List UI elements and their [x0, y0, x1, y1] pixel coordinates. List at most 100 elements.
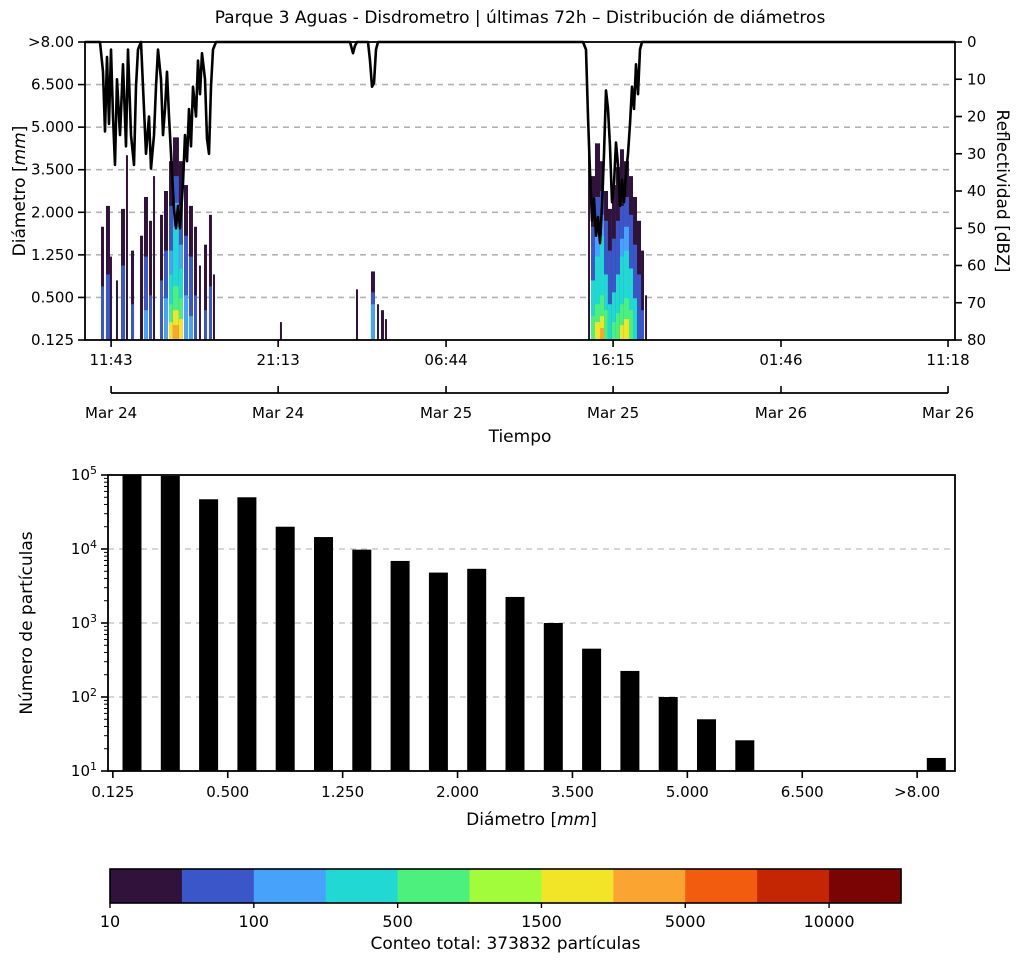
colorbar-tick-label: 500	[382, 912, 413, 931]
colorbar-segment	[469, 869, 543, 903]
heatmap-strip	[159, 280, 163, 340]
diameter-bin-tick-label: 0.125	[91, 783, 134, 801]
bar	[237, 497, 257, 771]
heatmap-strip	[637, 274, 642, 340]
heatmap-strip	[212, 274, 215, 340]
heatmap-strip	[380, 310, 384, 340]
heatmap-strip	[139, 235, 143, 340]
heatmap-strip	[594, 256, 600, 340]
heatmap-strip	[623, 319, 629, 340]
heatmap-strip	[115, 280, 118, 340]
heatmap-strip	[208, 286, 212, 340]
heatmap-strip	[194, 226, 198, 340]
heatmap-strip	[588, 152, 591, 340]
top-chart: >8.00 6.500 5.000 3.500 2.000 1.250 0.500 0.125…	[28, 33, 986, 422]
heatmap-strip	[149, 295, 153, 340]
figure-title: Parque 3 Aguas - Disdrometro | últimas 7…	[214, 8, 826, 28]
bottom-xlabel-pre: Diámetro [	[466, 810, 558, 830]
diameter-bin-tick-label: >8.00	[894, 783, 940, 801]
bar	[122, 475, 142, 771]
heatmap-strip	[623, 250, 629, 340]
diameter-tick-label: 3.500	[31, 161, 74, 179]
bar	[697, 719, 716, 771]
bottom-xlabel: Diámetro [mm]	[108, 810, 955, 830]
heatmap-strip	[629, 268, 634, 340]
bottom-xlabel-post: ]	[590, 810, 597, 830]
time-tick-label: 21:13	[257, 351, 300, 369]
heatmap-strip	[178, 319, 183, 340]
heatmap-strip	[607, 250, 612, 340]
colorbar-segment	[397, 869, 471, 903]
reflectivity-tick-label: 20	[967, 108, 986, 126]
colorbar-segment	[613, 869, 686, 903]
bar	[658, 697, 678, 771]
reflectivity-tick-label: 10	[967, 70, 986, 88]
heatmap-strip	[619, 325, 624, 340]
heatmap-strip	[356, 289, 359, 340]
bar	[926, 757, 946, 771]
reflectivity-tick-label: 0	[967, 33, 977, 51]
bar	[582, 648, 602, 771]
bottom-ylabel: Número de partículas	[17, 531, 37, 715]
colorbar-segment	[181, 869, 255, 903]
time-tick-label: 16:15	[591, 351, 634, 369]
date-tick-label: Mar 25	[587, 404, 639, 422]
heatmap-strip	[619, 304, 624, 340]
heatmap-strip	[143, 256, 148, 340]
diameter-bin-tick-label: 6.500	[781, 783, 824, 801]
bar	[314, 537, 333, 771]
heatmap-strip	[615, 274, 620, 340]
heatmap-strip	[594, 322, 600, 340]
top-plot-frame	[84, 41, 956, 341]
colorbar-segment	[541, 869, 614, 903]
diameter-bin-tick-label: 2.000	[436, 783, 479, 801]
heatmap-strip	[590, 316, 595, 340]
count-tick-label: 101	[71, 760, 97, 780]
heatmap-strip	[204, 244, 208, 340]
bar	[467, 568, 487, 771]
colorbar-tick-label: 1500	[521, 912, 562, 931]
date-tick-label: Mar 26	[922, 404, 974, 422]
heatmap-strip	[607, 304, 612, 340]
heatmap-strip	[611, 322, 616, 340]
bar	[199, 499, 219, 771]
top-ylabel-left-pre: Diámetro [	[10, 165, 30, 257]
heatmap-strip	[384, 319, 387, 340]
heatmap-strip	[125, 155, 128, 340]
heatmap-strip	[604, 274, 609, 340]
heatmap-strip	[641, 310, 645, 340]
heatmap-strip	[194, 295, 198, 340]
heatmap-strip	[163, 298, 168, 340]
colorbar-segment	[685, 869, 758, 903]
diameter-tick-label: 5.000	[31, 118, 74, 136]
heatmap-strip	[172, 226, 179, 340]
bar	[352, 549, 372, 771]
diameter-bin-tick-label: 3.500	[551, 783, 594, 801]
time-tick-label: 11:18	[926, 351, 969, 369]
heatmap-strip	[633, 244, 638, 340]
diameter-tick-label: >8.00	[28, 33, 74, 51]
date-tick-label: Mar 24	[85, 404, 137, 422]
bar	[428, 572, 448, 771]
diameter-bin-tick-label: 5.000	[666, 783, 709, 801]
colorbar-segment	[325, 869, 399, 903]
bar	[735, 740, 755, 771]
colorbar-frame	[109, 868, 902, 904]
heatmap-strip	[600, 328, 605, 340]
count-tick-label: 103	[71, 612, 97, 632]
bar	[620, 670, 640, 771]
heatmap-strip	[143, 310, 148, 340]
heatmap-strip	[184, 235, 189, 340]
heatmap-strip	[149, 220, 153, 340]
heatmap-strip	[641, 250, 645, 340]
reflectivity-tick-label: 60	[967, 257, 986, 275]
heatmap-strip	[370, 304, 375, 340]
date-tick-label: Mar 24	[252, 404, 304, 422]
count-tick-label: 102	[71, 686, 97, 706]
bar-chart: 105 104 103 102 101 0.125 0.500 1.250 2.000 3.500…	[71, 464, 956, 801]
diameter-tick-label: 0.500	[31, 288, 74, 306]
heatmap-strip	[615, 313, 620, 340]
heatmap-strip	[131, 304, 135, 340]
diameter-tick-label: 2.000	[31, 203, 74, 221]
